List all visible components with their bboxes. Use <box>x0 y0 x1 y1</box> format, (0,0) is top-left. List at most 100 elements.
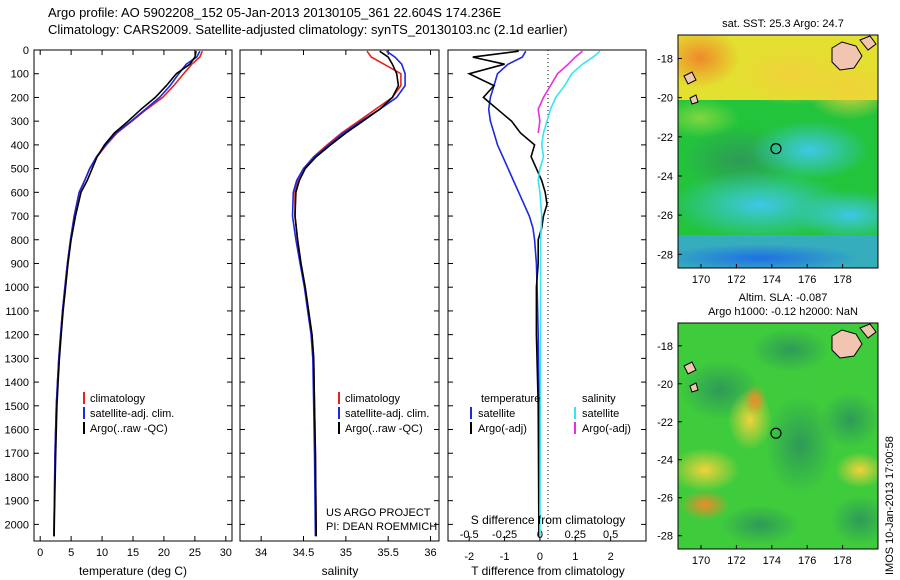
salinity-lines <box>291 50 406 537</box>
legend-temperature-header: temperature <box>481 393 540 405</box>
lat-tick-label: -18 <box>657 53 673 65</box>
x-tick-label: -1 <box>500 551 510 563</box>
sla-map <box>678 323 878 549</box>
sst-map-title: sat. SST: 25.3 Argo: 24.7 <box>722 18 844 30</box>
project-label: US ARGO PROJECT <box>326 507 431 519</box>
depth-tick-label: 1800 <box>5 472 29 484</box>
salinity-xlabel: salinity <box>322 564 359 578</box>
series-line-argo-raw-qc- <box>294 50 400 537</box>
legend-t-satellite: satellite <box>478 408 515 420</box>
depth-tick-label: 2000 <box>5 519 29 531</box>
profile-title: Argo profile: AO 5902208_152 05-Jan-2013… <box>48 5 502 20</box>
lat-tick-label: -26 <box>657 493 673 505</box>
difference-legend: temperature satellite Argo(-adj) salinit… <box>470 393 631 435</box>
temperature-xlabel: temperature (deg C) <box>79 564 187 578</box>
depth-tick-label: 700 <box>11 211 29 223</box>
s-tick-label: -0.5 <box>460 529 479 541</box>
x-tick-label: 1 <box>572 551 578 563</box>
temperature-difference-axis: -2 -1 0 1 2 <box>464 536 614 563</box>
imos-timestamp: IMOS 10-Jan-2013 17:00:58 <box>884 436 896 575</box>
legend-satellite: satellite-adj. clim. <box>345 408 429 420</box>
sst-map <box>678 35 878 268</box>
x-tick-label: 36 <box>424 547 436 559</box>
x-tick-label: 0 <box>37 547 43 559</box>
s-tick-label: 0.25 <box>565 529 586 541</box>
climatology-title: Climatology: CARS2009. Satellite-adjuste… <box>48 22 568 37</box>
lon-tick-label: 176 <box>798 274 816 286</box>
legend-s-argo: Argo(-adj) <box>582 423 631 435</box>
lon-tick-label: 174 <box>763 555 781 567</box>
lon-tick-label: 172 <box>727 274 745 286</box>
lat-tick-label: -24 <box>657 455 673 467</box>
pi-label: PI: DEAN ROEMMICH <box>326 521 437 533</box>
series-line-salinity-argo-adj- <box>537 50 583 134</box>
difference-panel-frame <box>447 49 647 542</box>
s-tick-label: -0.25 <box>492 529 517 541</box>
depth-tick-label: 800 <box>11 235 29 247</box>
lon-tick-label: 170 <box>692 555 710 567</box>
x-tick-label: -2 <box>464 551 474 563</box>
lat-tick-label: -22 <box>657 132 673 144</box>
x-tick-label: 10 <box>96 547 108 559</box>
x-tick-label: 34 <box>255 547 267 559</box>
lat-tick-label: -22 <box>657 417 673 429</box>
legend-climatology: climatology <box>345 393 401 405</box>
temperature-lines <box>53 50 204 537</box>
x-tick-label: 25 <box>189 547 201 559</box>
depth-tick-label: 600 <box>11 187 29 199</box>
lon-tick-label: 174 <box>763 274 781 286</box>
depth-tick-label: 1400 <box>5 377 29 389</box>
s-tick-label: 0.5 <box>603 529 618 541</box>
salinity-axis: 34 34.5 35 35.5 36 <box>255 50 437 559</box>
depth-tick-label: 1500 <box>5 401 29 413</box>
x-tick-label: 2 <box>608 551 614 563</box>
depth-tick-label: 1000 <box>5 282 29 294</box>
depth-tick-label: 100 <box>11 69 29 81</box>
x-tick-label: 20 <box>158 547 170 559</box>
legend-argo: Argo(..raw -QC) <box>345 423 423 435</box>
legend-satellite: satellite-adj. clim. <box>90 408 174 420</box>
legend-s-satellite: satellite <box>582 408 619 420</box>
series-line-temperature-argo-adj- <box>466 50 548 537</box>
x-tick-label: 0 <box>537 551 543 563</box>
lon-tick-label: 176 <box>798 555 816 567</box>
series-line-climatology <box>294 50 402 537</box>
lon-tick-label: 178 <box>833 274 851 286</box>
sla-map-title: Altim. SLA: -0.087 <box>739 292 828 304</box>
sst-map-frame <box>677 34 879 269</box>
series-line-temperature-satellite <box>487 50 541 537</box>
depth-tick-label: 300 <box>11 116 29 128</box>
series-line-satellite-adj-clim- <box>291 50 406 537</box>
salinity-panel-frame <box>239 49 440 542</box>
depth-tick-label: 400 <box>11 140 29 152</box>
figure-header: Argo profile: AO 5902208_152 05-Jan-2013… <box>48 4 568 38</box>
lat-tick-label: -26 <box>657 210 673 222</box>
argo-location-marker <box>770 427 782 439</box>
depth-tick-label: 1600 <box>5 425 29 437</box>
sst-map-axes: 170 172 174 176 178 -18 -20 -22 -24 -26 -28 <box>657 53 852 286</box>
t-difference-xlabel: T difference from climatology <box>471 564 625 578</box>
depth-tick-label: 900 <box>11 258 29 270</box>
x-tick-label: 35.5 <box>377 547 398 559</box>
series-line-argo-raw-qc- <box>53 51 197 537</box>
lat-tick-label: -20 <box>657 379 673 391</box>
series-line-satellite-adj-clim- <box>53 50 201 537</box>
series-line-salinity-satellite <box>537 50 601 537</box>
lat-tick-label: -18 <box>657 341 673 353</box>
lon-tick-label: 178 <box>833 555 851 567</box>
legend-salinity-header: salinity <box>582 393 616 405</box>
sla-map-axes: 170 172 174 176 178 -18 -20 -22 -24 -26 -28 <box>657 341 852 567</box>
x-tick-label: 15 <box>127 547 139 559</box>
s-difference-label: S difference from climatology <box>471 513 626 527</box>
sla-map-frame <box>677 322 879 550</box>
argo-location-marker <box>770 143 782 155</box>
difference-lines <box>466 50 601 537</box>
depth-tick-label: 0 <box>23 45 29 57</box>
depth-tick-label: 1900 <box>5 496 29 508</box>
lon-tick-label: 172 <box>727 555 745 567</box>
depth-tick-label: 500 <box>11 164 29 176</box>
lat-tick-label: -28 <box>657 531 673 543</box>
salinity-legend: climatology satellite-adj. clim. Argo(..… <box>338 392 429 435</box>
legend-argo: Argo(..raw -QC) <box>90 423 168 435</box>
